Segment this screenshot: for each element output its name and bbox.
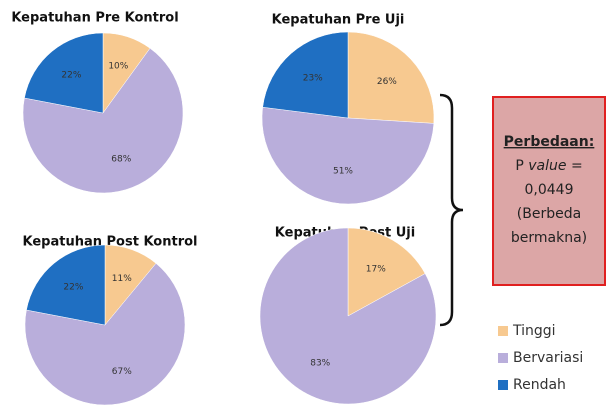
legend-swatch xyxy=(498,380,508,390)
pie-slice xyxy=(261,106,435,205)
pie-slice xyxy=(24,263,186,406)
legend-swatch xyxy=(498,353,508,363)
pie-slice xyxy=(262,31,349,119)
data-label: 68% xyxy=(111,155,131,165)
legend-label: Rendah xyxy=(513,377,566,393)
result-box xyxy=(492,96,606,286)
data-label: 51% xyxy=(333,167,353,177)
chart-title: Kepatuhan Pre Kontrol xyxy=(11,11,178,26)
data-label: 11% xyxy=(112,274,132,284)
data-label: 23% xyxy=(303,74,323,84)
box-line: bermakna) xyxy=(511,230,587,246)
pie-slice xyxy=(259,227,437,405)
chart-title: Kepatuhan Pre Uji xyxy=(272,13,405,28)
legend-label: Tinggi xyxy=(512,323,556,339)
box-line: P value = xyxy=(515,158,582,174)
data-label: 83% xyxy=(310,358,330,368)
data-label: 67% xyxy=(112,367,132,377)
data-label: 26% xyxy=(377,77,397,87)
chart-title: Kepatuhan Post Kontrol xyxy=(23,235,198,250)
box-line: 0,0449 xyxy=(525,182,574,198)
p: P xyxy=(515,158,523,174)
bracket xyxy=(439,93,464,327)
data-label: 10% xyxy=(108,61,128,71)
box-line: (Berbeda xyxy=(517,206,581,222)
legend-label: Bervariasi xyxy=(513,350,583,366)
pie-slice xyxy=(26,244,106,326)
legend-swatch xyxy=(498,326,508,336)
data-label: 17% xyxy=(366,265,386,275)
eq: = xyxy=(571,158,583,174)
p-word: value xyxy=(528,158,566,174)
pie-slice xyxy=(24,32,104,114)
pie-slice xyxy=(347,31,435,124)
data-label: 22% xyxy=(63,282,83,292)
data-label: 22% xyxy=(61,70,81,80)
box-title: Perbedaan: xyxy=(504,134,595,150)
pie-slice xyxy=(347,227,426,317)
pie-slice xyxy=(22,47,184,194)
